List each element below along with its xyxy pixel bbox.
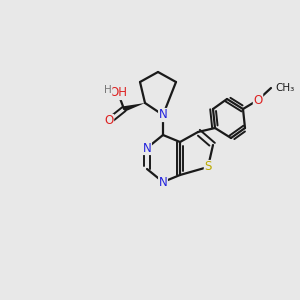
Text: N: N [142,142,152,154]
Text: S: S [204,160,212,173]
Text: OH: OH [109,86,127,100]
Text: N: N [159,109,167,122]
Text: O: O [254,94,262,106]
Text: N: N [159,176,167,188]
Text: O: O [104,115,114,128]
Text: H: H [104,85,112,95]
Polygon shape [123,103,145,112]
Text: CH₃: CH₃ [275,83,294,93]
